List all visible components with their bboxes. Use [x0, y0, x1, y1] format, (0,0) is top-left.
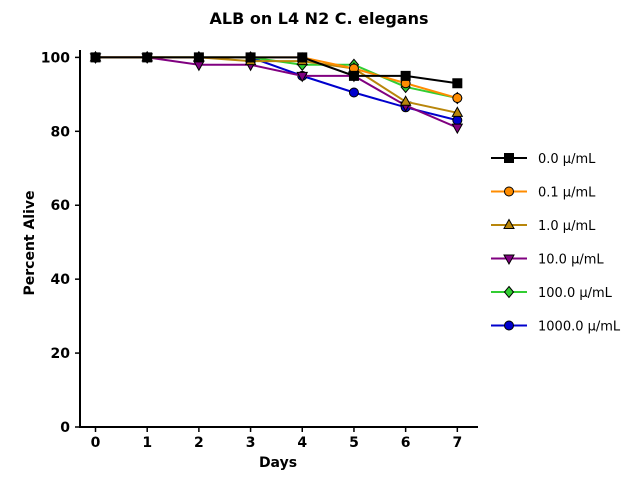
y-tick-label: 60 [51, 198, 71, 214]
x-tick-label: 2 [194, 435, 204, 451]
legend-label: 1000.0 μ/mL [538, 320, 621, 335]
legend-label: 0.1 μ/mL [538, 186, 596, 201]
legend-entry: 100.0 μ/mL [491, 285, 613, 301]
y-axis-label: Percent Alive [22, 190, 38, 295]
legend-marker [504, 320, 514, 331]
x-tick-label: 7 [452, 435, 462, 451]
data-point [90, 52, 101, 63]
chart-title: ALB on L4 N2 C. elegans [209, 9, 428, 28]
legend-marker [503, 218, 515, 229]
data-point [296, 71, 309, 83]
series-0 [90, 52, 463, 89]
legend-label: 100.0 μ/mL [538, 286, 613, 301]
x-tick-label: 4 [297, 435, 307, 451]
data-point [452, 115, 463, 126]
data-point [142, 52, 153, 63]
y-tick-label: 40 [51, 272, 71, 288]
legend-marker [504, 153, 514, 163]
legend-entry: 0.0 μ/mL [491, 152, 596, 167]
data-point [452, 78, 463, 89]
legend-label: 1.0 μ/mL [538, 219, 596, 234]
data-point [348, 87, 359, 98]
legend-entry: 0.1 μ/mL [491, 186, 596, 201]
legend-label: 10.0 μ/mL [538, 253, 604, 268]
data-point [400, 70, 411, 81]
x-tick-label: 1 [142, 435, 152, 451]
data-point [348, 70, 359, 81]
series-line [95, 56, 458, 129]
data-point [451, 123, 464, 135]
data-point [245, 52, 256, 63]
x-tick-label: 3 [246, 435, 256, 451]
legend: 0.0 μ/mL 0.1 μ/mL 1.0 μ/mL 10.0 μ/mL 100.0 μ… [491, 152, 621, 335]
y-tick-label: 20 [51, 346, 71, 362]
legend-entry: 1000.0 μ/mL [491, 320, 621, 335]
data-point [297, 52, 308, 63]
y-tick-label: 100 [41, 50, 70, 66]
legend-entry: 10.0 μ/mL [491, 253, 604, 268]
data-point [451, 106, 464, 117]
legend-marker [504, 186, 514, 197]
data-point [193, 52, 204, 63]
data-point [399, 95, 412, 106]
x-tick-label: 0 [91, 435, 101, 451]
series-line [95, 56, 458, 85]
legend-marker [503, 254, 515, 266]
x-axis-label: Days [259, 455, 297, 471]
legend-label: 0.0 μ/mL [538, 152, 596, 167]
x-tick-label: 6 [401, 435, 411, 451]
y-tick-label: 80 [51, 124, 71, 140]
y-tick-label: 0 [60, 420, 70, 436]
axes: 0 1 2 3 4 5 6 7 0 20 40 60 80 100 [41, 50, 478, 451]
x-tick-label: 5 [349, 435, 359, 451]
series-layer [89, 50, 464, 135]
data-point [452, 93, 463, 104]
legend-marker [503, 285, 515, 299]
legend-entry: 1.0 μ/mL [491, 218, 596, 234]
